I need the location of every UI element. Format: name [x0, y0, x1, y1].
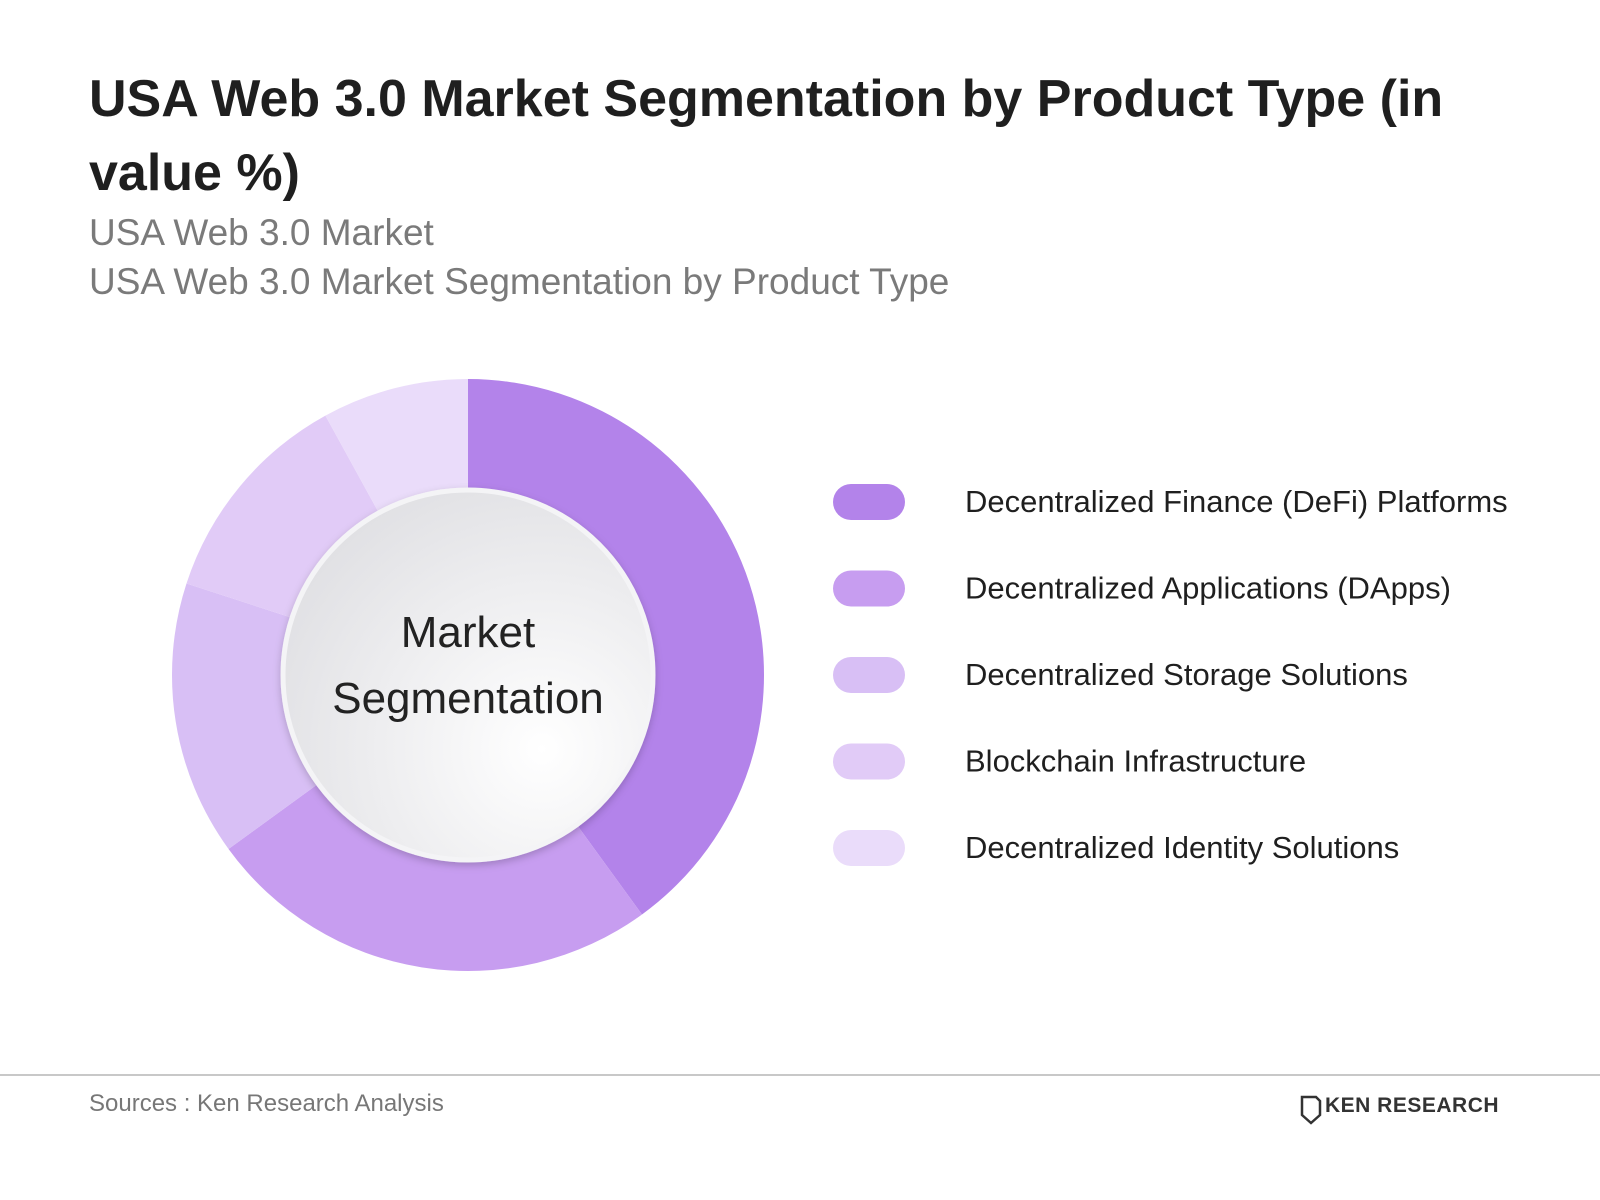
- legend-label: Decentralized Applications (DApps): [965, 571, 1451, 606]
- legend-label: Decentralized Finance (DeFi) Platforms: [965, 484, 1508, 519]
- donut-hole: [280, 487, 656, 863]
- subtitle: USA Web 3.0 Market: [89, 212, 434, 253]
- legend-swatch: [833, 657, 905, 693]
- chart-title: USA Web 3.0 Market Segmentation by Produ…: [89, 70, 1444, 202]
- donut-slice: [325, 379, 468, 527]
- donut-slice: [228, 774, 642, 971]
- center-label: Market Segmentation: [332, 608, 604, 723]
- legend-label: Decentralized Identity Solutions: [965, 830, 1399, 865]
- legend-swatch: [833, 570, 905, 607]
- logo-icon: [1300, 1095, 1322, 1125]
- source-note: Sources : Ken Research Analysis: [89, 1090, 444, 1117]
- legend-label: Blockchain Infrastructure: [965, 744, 1306, 779]
- subtitle: USA Web 3.0 Market Segmentation by Produ…: [89, 261, 950, 302]
- legend-label: Decentralized Storage Solutions: [965, 657, 1408, 692]
- donut-slice: [186, 415, 387, 623]
- legend-swatch: [833, 830, 905, 866]
- legend-swatch: [833, 743, 905, 780]
- brand-logo: [1300, 1095, 1322, 1125]
- brand-name: KEN RESEARCH: [1325, 1094, 1500, 1117]
- legend: Decentralized Finance (DeFi) Platforms De…: [833, 484, 1508, 866]
- legend-swatch: [833, 484, 905, 520]
